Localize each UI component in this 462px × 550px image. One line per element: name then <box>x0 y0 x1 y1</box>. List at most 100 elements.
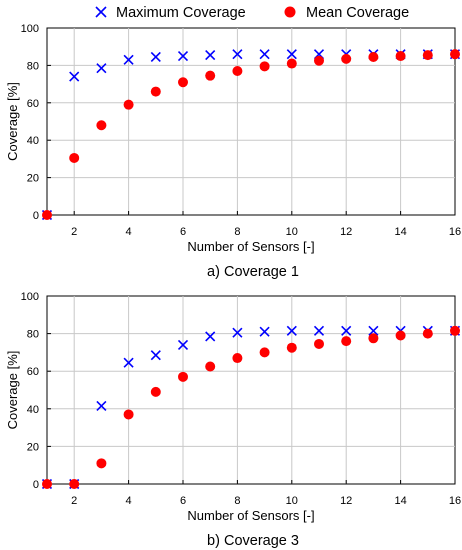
mean-coverage-point <box>286 58 297 69</box>
x-stroke <box>205 50 216 61</box>
mean-coverage-point <box>341 53 352 64</box>
grid <box>47 296 455 484</box>
mean-coverage-point <box>96 120 107 131</box>
maximum-coverage-point <box>69 71 80 82</box>
mean-coverage-point <box>42 479 52 489</box>
mean-coverage-point <box>178 371 188 382</box>
x-stroke <box>150 51 161 63</box>
x-stroke <box>232 327 243 338</box>
x-tick-label: 12 <box>340 495 352 507</box>
mean-coverage-point <box>232 66 243 77</box>
maximum-coverage-point <box>232 49 243 60</box>
grid <box>47 28 455 215</box>
plot-area-frame <box>46 295 456 485</box>
x-tick-label: 4 <box>126 495 132 507</box>
chart-caption: a) Coverage 1 <box>207 264 299 280</box>
chart-coverage-3: 0 20 40 60 80 100 2 4 6 8 10 12 14 16 Coverage [%] N… <box>5 291 461 549</box>
maximum-coverage-point <box>368 325 379 336</box>
x-tick-label: 4 <box>126 226 132 238</box>
x-axis-label: Number of Sensors [-] <box>187 508 314 523</box>
maximum-coverage-point <box>259 326 270 337</box>
x-stroke <box>150 350 161 361</box>
maximum-coverage-point <box>313 325 325 336</box>
chart-caption: b) Coverage 3 <box>207 533 299 549</box>
legend: Maximum Coverage Mean Coverage <box>95 5 409 21</box>
y-tick-label: 0 <box>33 210 39 222</box>
x-tick-label: 14 <box>394 226 406 238</box>
legend-mean-marker <box>284 6 296 18</box>
legend-mean-label: Mean Coverage <box>306 5 409 21</box>
mean-coverage-point <box>450 49 460 60</box>
mean-coverage-point <box>178 77 188 88</box>
x-stroke <box>96 63 107 74</box>
x-tick-label: 10 <box>286 226 298 238</box>
x-tick-label: 14 <box>394 495 406 507</box>
maximum-coverage-point <box>96 400 107 412</box>
x-stroke <box>123 54 134 65</box>
mean-coverage-point <box>69 152 80 163</box>
y-tick-label: 20 <box>27 441 39 453</box>
x-tick-label: 6 <box>180 226 186 238</box>
y-axis-label: Coverage [%] <box>5 82 20 161</box>
x-stroke <box>95 6 107 18</box>
mean-coverage-point <box>422 50 433 61</box>
maximum-coverage-point <box>341 325 352 336</box>
x-tick-label: 16 <box>449 495 461 507</box>
maximum-coverage-point <box>259 49 270 60</box>
mean-coverage-point <box>150 86 161 97</box>
mean-coverage-point <box>395 51 406 62</box>
data-points <box>41 325 461 490</box>
mean-coverage-point <box>123 409 134 420</box>
y-tick-label: 100 <box>21 291 39 303</box>
y-tick-label: 40 <box>27 135 39 147</box>
mean-coverage-point <box>314 55 324 66</box>
x-stroke <box>341 325 352 336</box>
legend-max-label: Maximum Coverage <box>116 5 246 21</box>
x-stroke <box>368 325 379 336</box>
mean-coverage-point <box>232 353 243 364</box>
x-tick-label: 6 <box>180 495 186 507</box>
x-stroke <box>177 50 189 62</box>
x-axis-ticks: 2 4 6 8 10 12 14 16 <box>71 211 461 238</box>
mean-coverage-point <box>259 61 270 72</box>
y-tick-label: 60 <box>27 98 39 110</box>
y-tick-label: 80 <box>27 329 39 341</box>
mean-coverage-point <box>123 99 134 110</box>
x-stroke <box>232 49 243 60</box>
x-stroke <box>69 71 80 82</box>
mean-coverage-point <box>69 479 80 489</box>
maximum-coverage-point <box>177 50 189 62</box>
x-tick-label: 12 <box>340 226 352 238</box>
x-stroke <box>313 325 325 336</box>
y-tick-label: 60 <box>27 366 39 378</box>
x-tick-label: 8 <box>234 226 240 238</box>
mean-coverage-point <box>259 347 270 358</box>
data-points <box>41 49 461 221</box>
mean-coverage-point <box>205 70 216 81</box>
y-axis-ticks: 0 20 40 60 80 100 <box>21 291 51 491</box>
x-stroke <box>259 326 270 337</box>
maximum-coverage-point <box>205 50 216 61</box>
x-tick-label: 10 <box>286 495 298 507</box>
x-stroke <box>286 325 297 336</box>
x-stroke <box>286 49 297 60</box>
y-tick-label: 0 <box>33 479 39 491</box>
mean-coverage-point <box>150 386 161 397</box>
maximum-coverage-point <box>123 54 134 65</box>
chart-coverage-1: 0 20 40 60 80 100 2 4 6 8 10 12 14 16 Coverage [%] N… <box>5 23 461 280</box>
x-tick-label: 2 <box>71 226 77 238</box>
mean-coverage-point <box>96 458 107 469</box>
mean-coverage-point <box>368 333 379 344</box>
maximum-coverage-point <box>150 350 161 361</box>
x-stroke <box>96 400 107 412</box>
maximum-coverage-point <box>286 49 297 60</box>
maximum-coverage-point <box>205 331 216 342</box>
x-stroke <box>205 331 216 342</box>
mean-coverage-point <box>368 51 379 62</box>
legend-x-marker <box>95 6 107 18</box>
x-tick-label: 2 <box>71 495 77 507</box>
y-tick-label: 80 <box>27 60 39 72</box>
legend-max-marker <box>95 6 107 18</box>
y-axis-label: Coverage [%] <box>5 351 20 430</box>
